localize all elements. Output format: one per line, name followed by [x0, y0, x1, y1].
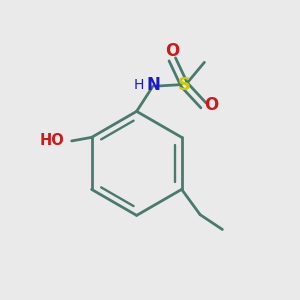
Text: O: O: [204, 96, 218, 114]
Text: N: N: [146, 76, 160, 94]
Text: O: O: [165, 42, 179, 60]
Text: HO: HO: [40, 134, 65, 148]
Text: S: S: [178, 76, 191, 94]
Text: H: H: [134, 78, 144, 92]
